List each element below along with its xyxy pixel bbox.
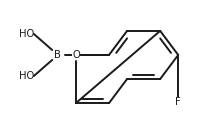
Text: F: F — [175, 97, 181, 107]
Text: HO: HO — [19, 71, 35, 81]
Text: B: B — [54, 50, 61, 60]
Text: HO: HO — [19, 29, 35, 39]
Text: O: O — [72, 50, 80, 60]
